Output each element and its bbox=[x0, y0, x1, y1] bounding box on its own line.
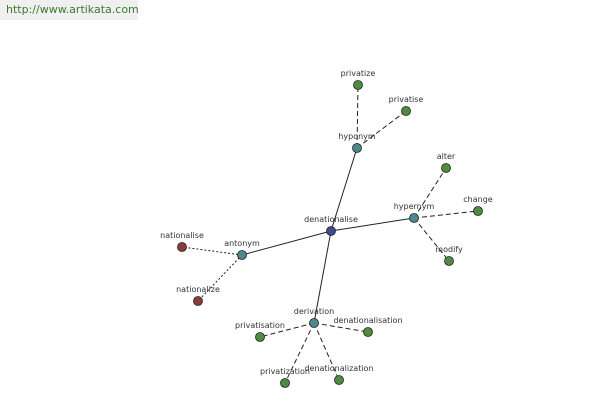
node-label: nationalize bbox=[176, 285, 220, 294]
node-label: hypernym bbox=[394, 202, 435, 211]
node[interactable] bbox=[352, 143, 362, 153]
node[interactable] bbox=[280, 378, 290, 388]
node-label: nationalise bbox=[160, 231, 204, 240]
node-label: privatise bbox=[389, 95, 424, 104]
node[interactable] bbox=[353, 80, 363, 90]
node-label: change bbox=[463, 195, 493, 204]
node-label: modify bbox=[435, 245, 463, 254]
node[interactable] bbox=[326, 226, 336, 236]
node[interactable] bbox=[441, 163, 451, 173]
node-label: denationalisation bbox=[333, 316, 402, 325]
site-url[interactable]: http://www.artikata.com bbox=[0, 0, 139, 20]
node[interactable] bbox=[444, 256, 454, 266]
edge bbox=[413, 217, 450, 262]
edge bbox=[413, 167, 447, 219]
node[interactable] bbox=[363, 327, 373, 337]
edge bbox=[284, 322, 315, 384]
edge bbox=[313, 322, 369, 333]
node-label: antonym bbox=[224, 239, 260, 248]
edge bbox=[259, 322, 315, 338]
node[interactable] bbox=[473, 206, 483, 216]
edge bbox=[181, 246, 243, 256]
node[interactable] bbox=[401, 106, 411, 116]
node-label: hyponym bbox=[338, 132, 376, 141]
edge bbox=[356, 84, 359, 149]
node[interactable] bbox=[193, 296, 203, 306]
edge bbox=[313, 322, 340, 381]
node-label: derivation bbox=[294, 307, 334, 316]
edge bbox=[197, 254, 243, 302]
edge bbox=[356, 110, 407, 149]
edge bbox=[413, 210, 479, 219]
node[interactable] bbox=[309, 318, 319, 328]
edge bbox=[330, 217, 415, 232]
node-label: privatize bbox=[341, 69, 376, 78]
edge bbox=[313, 230, 332, 324]
node[interactable] bbox=[177, 242, 187, 252]
edge bbox=[330, 147, 358, 232]
node[interactable] bbox=[255, 332, 265, 342]
node-label: alter bbox=[437, 152, 456, 161]
edge bbox=[241, 230, 332, 256]
node[interactable] bbox=[409, 213, 419, 223]
node-label: denationalise bbox=[304, 215, 358, 224]
node-label: denationalization bbox=[304, 364, 373, 373]
node[interactable] bbox=[237, 250, 247, 260]
node[interactable] bbox=[334, 375, 344, 385]
node-label: privatisation bbox=[235, 321, 285, 330]
node-label: privatization bbox=[260, 367, 310, 376]
